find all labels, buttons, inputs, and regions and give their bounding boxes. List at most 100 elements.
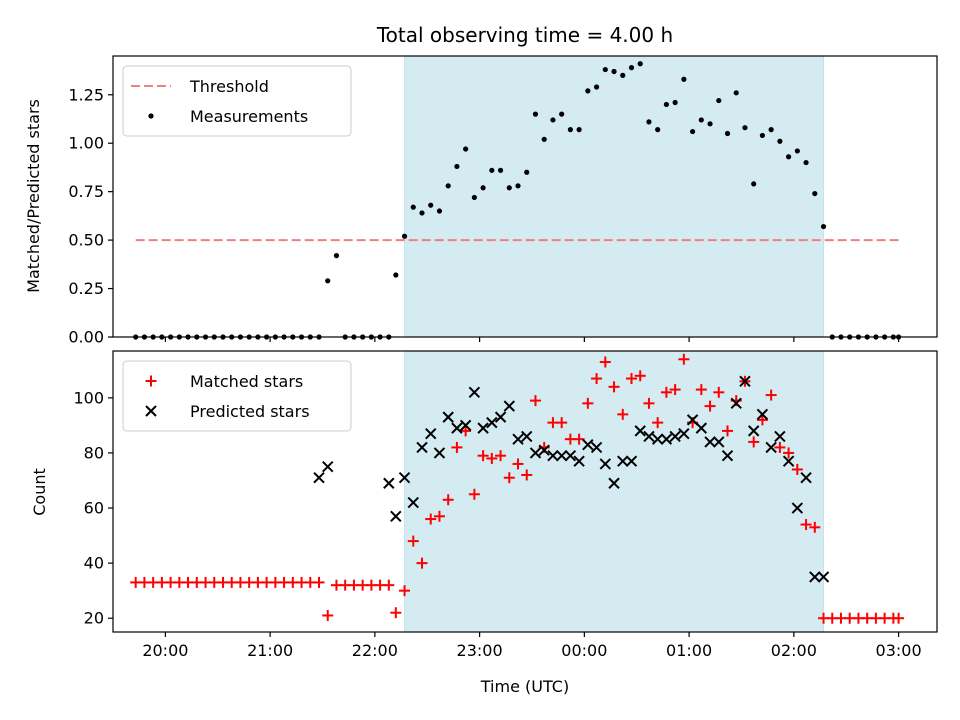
measurement-point	[471, 194, 477, 201]
predicted-star-point	[512, 433, 524, 445]
measurement-point	[541, 136, 547, 142]
top-y-tick-label: 1.00	[68, 134, 104, 153]
measurement-point	[751, 181, 757, 187]
matched-star-point	[800, 519, 812, 531]
measurement-point	[325, 278, 331, 284]
predicted-star-point	[582, 438, 594, 451]
measurement-point	[733, 90, 739, 96]
bottom-observing-window	[404, 350, 825, 633]
measurement-point	[820, 223, 827, 230]
matched-star-point	[809, 521, 821, 533]
predicted-star-point	[521, 430, 533, 443]
legend-entry: Matched stars	[145, 372, 303, 391]
predicted-star-point	[678, 427, 690, 440]
predicted-star-point	[643, 430, 655, 443]
top-panel: 0.00 0.25 0.50 0.75 1.00 1.25 Threshold Measure…	[68, 55, 938, 347]
predicted-star-point	[451, 422, 463, 434]
measurement-point	[672, 99, 678, 106]
matched-star-point	[652, 417, 664, 429]
matched-star-point	[477, 450, 489, 462]
predicted-star-point	[322, 460, 334, 473]
predicted-star-point	[383, 477, 395, 489]
predicted-star-point	[459, 419, 472, 432]
matched-star-point	[756, 414, 768, 426]
measurement-point	[698, 117, 704, 123]
predicted-star-point	[398, 472, 411, 484]
matched-star-point	[713, 386, 725, 398]
measurement-point	[611, 68, 617, 75]
x-axis-label: Time (UTC)	[480, 677, 569, 696]
predicted-star-point	[617, 455, 629, 467]
predicted-star-point	[468, 386, 481, 399]
matched-star-point	[399, 585, 411, 597]
matched-star-point	[573, 433, 585, 445]
bottom-series-0	[130, 353, 905, 624]
predicted-star-point	[800, 472, 812, 484]
measurement-point	[786, 154, 792, 160]
matched-star-point	[390, 607, 402, 619]
measurement-point	[401, 233, 408, 239]
matched-star-point	[695, 384, 707, 396]
measurement-point	[480, 185, 486, 191]
legend-label: Threshold	[189, 77, 269, 96]
matched-star-point	[521, 469, 533, 481]
measurement-point	[794, 148, 800, 154]
measurement-point	[463, 146, 469, 152]
measurement-point	[602, 66, 608, 73]
bottom-y-tick-label: 80	[84, 443, 104, 462]
matched-star-point	[407, 535, 419, 547]
matched-star-point	[529, 395, 541, 407]
matched-star-point	[634, 370, 646, 382]
matched-star-point	[599, 356, 611, 368]
matched-star-point	[486, 452, 498, 464]
legend-label: Measurements	[190, 107, 308, 126]
predicted-star-point	[782, 455, 795, 467]
measurement-point	[333, 253, 340, 259]
matched-star-point	[313, 576, 325, 588]
matched-star-point	[503, 472, 515, 484]
x-tick-label: 22:00	[352, 641, 398, 660]
x-tick-label: 00:00	[561, 641, 607, 660]
matched-star-point	[765, 389, 777, 401]
matched-star-point	[582, 397, 594, 409]
predicted-star-point	[704, 436, 716, 448]
measurement-point	[393, 272, 399, 278]
predicted-star-point	[634, 425, 646, 437]
matched-star-point	[322, 609, 334, 621]
measurement-point	[689, 128, 696, 135]
matched-star-point	[643, 397, 655, 409]
top-observing-window	[404, 55, 825, 338]
bottom-y-tick-label: 40	[84, 554, 104, 573]
measurement-point	[489, 167, 495, 173]
measurement-point	[620, 72, 626, 78]
matched-star-point	[383, 579, 395, 591]
predicted-star-point	[599, 458, 612, 470]
predicted-star-point	[547, 449, 559, 462]
matched-star-point	[425, 513, 437, 525]
matched-star-point	[556, 417, 568, 429]
top-y-axis-label: Matched/Predicted stars	[24, 99, 43, 293]
measurement-point	[454, 163, 460, 170]
predicted-star-point	[695, 422, 708, 434]
measurement-point	[532, 111, 539, 117]
bottom-y-tick-label: 60	[84, 499, 104, 518]
bottom-y-axis-label: Count	[30, 468, 49, 516]
matched-star-point	[669, 384, 681, 396]
chart-title: Total observing time = 4.00 h	[376, 23, 673, 47]
measurement-point	[515, 183, 521, 189]
predicted-star-point	[486, 416, 498, 429]
top-y-tick-label: 0.25	[68, 279, 104, 298]
predicted-star-point	[433, 447, 446, 459]
predicted-star-point	[494, 411, 507, 423]
measurement-point	[576, 127, 582, 133]
matched-star-point	[468, 488, 480, 500]
matched-star-point	[512, 458, 524, 470]
predicted-star-point	[651, 433, 664, 445]
top-series-0	[133, 61, 902, 340]
predicted-star-point	[686, 414, 699, 426]
measurement-point	[803, 159, 809, 166]
measurement-point	[646, 119, 652, 125]
measurement-point	[663, 101, 670, 108]
top-y-tick-label: 1.25	[68, 85, 104, 104]
